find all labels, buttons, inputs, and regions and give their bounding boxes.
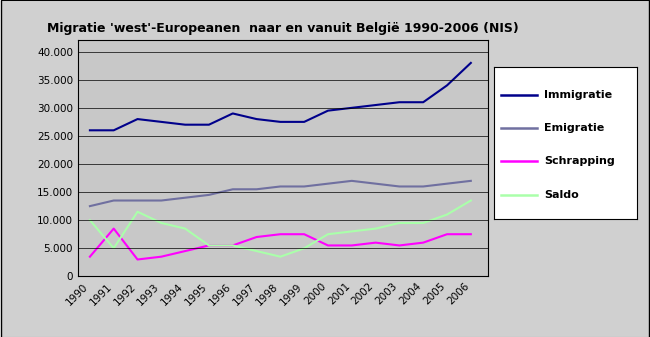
Schrapping [86, 255, 94, 259]
Emigratie [205, 193, 213, 197]
Immigratie [372, 103, 380, 107]
Emigratie [372, 182, 380, 186]
Saldo [229, 243, 237, 247]
Emigratie [181, 196, 189, 200]
Schrapping [181, 249, 189, 253]
Emigratie [86, 204, 94, 208]
Saldo [348, 229, 356, 234]
Immigratie [205, 123, 213, 127]
Schrapping [205, 243, 213, 247]
Schrapping [229, 243, 237, 247]
Schrapping [395, 243, 403, 247]
Schrapping [443, 232, 451, 236]
Saldo [86, 218, 94, 222]
Saldo [324, 232, 332, 236]
Emigratie [395, 184, 403, 188]
Schrapping [134, 257, 142, 262]
Saldo [372, 226, 380, 231]
Line: Emigratie: Emigratie [90, 181, 471, 206]
Emigratie [300, 184, 308, 188]
Schrapping [157, 255, 165, 259]
Emigratie [443, 182, 451, 186]
Emigratie [134, 198, 142, 203]
Schrapping [110, 226, 118, 231]
Saldo [276, 255, 284, 259]
Immigratie [110, 128, 118, 132]
Schrapping [419, 241, 427, 245]
Immigratie [276, 120, 284, 124]
Emigratie [229, 187, 237, 191]
Saldo [395, 221, 403, 225]
Line: Schrapping: Schrapping [90, 228, 471, 259]
Immigratie [443, 83, 451, 87]
Line: Saldo: Saldo [90, 201, 471, 257]
Immigratie [348, 106, 356, 110]
Immigratie [181, 123, 189, 127]
Schrapping [276, 232, 284, 236]
Immigratie [395, 100, 403, 104]
Emigratie [324, 182, 332, 186]
Immigratie [253, 117, 261, 121]
Immigratie [419, 100, 427, 104]
Schrapping [467, 232, 474, 236]
Emigratie [467, 179, 474, 183]
Saldo [419, 221, 427, 225]
Emigratie [276, 184, 284, 188]
Saldo [181, 226, 189, 231]
Emigratie [348, 179, 356, 183]
Saldo [300, 246, 308, 250]
Saldo [205, 243, 213, 247]
Emigratie [110, 198, 118, 203]
Text: Immigratie: Immigratie [544, 90, 612, 100]
Schrapping [300, 232, 308, 236]
Title: Migratie 'west'-Europeanen  naar en vanuit België 1990-2006 (NIS): Migratie 'west'-Europeanen naar en vanui… [47, 22, 519, 35]
Saldo [467, 198, 474, 203]
Schrapping [324, 243, 332, 247]
Saldo [134, 210, 142, 214]
Text: Saldo: Saldo [544, 190, 578, 200]
Immigratie [300, 120, 308, 124]
Emigratie [419, 184, 427, 188]
Schrapping [348, 243, 356, 247]
Text: Emigratie: Emigratie [544, 123, 604, 133]
Immigratie [229, 112, 237, 116]
Immigratie [134, 117, 142, 121]
Line: Immigratie: Immigratie [90, 63, 471, 130]
Saldo [110, 246, 118, 250]
Schrapping [372, 241, 380, 245]
Saldo [157, 221, 165, 225]
Immigratie [86, 128, 94, 132]
Text: Schrapping: Schrapping [544, 156, 615, 166]
Saldo [443, 213, 451, 217]
Emigratie [157, 198, 165, 203]
Immigratie [467, 61, 474, 65]
Saldo [253, 249, 261, 253]
Immigratie [324, 109, 332, 113]
Immigratie [157, 120, 165, 124]
Emigratie [253, 187, 261, 191]
Schrapping [253, 235, 261, 239]
